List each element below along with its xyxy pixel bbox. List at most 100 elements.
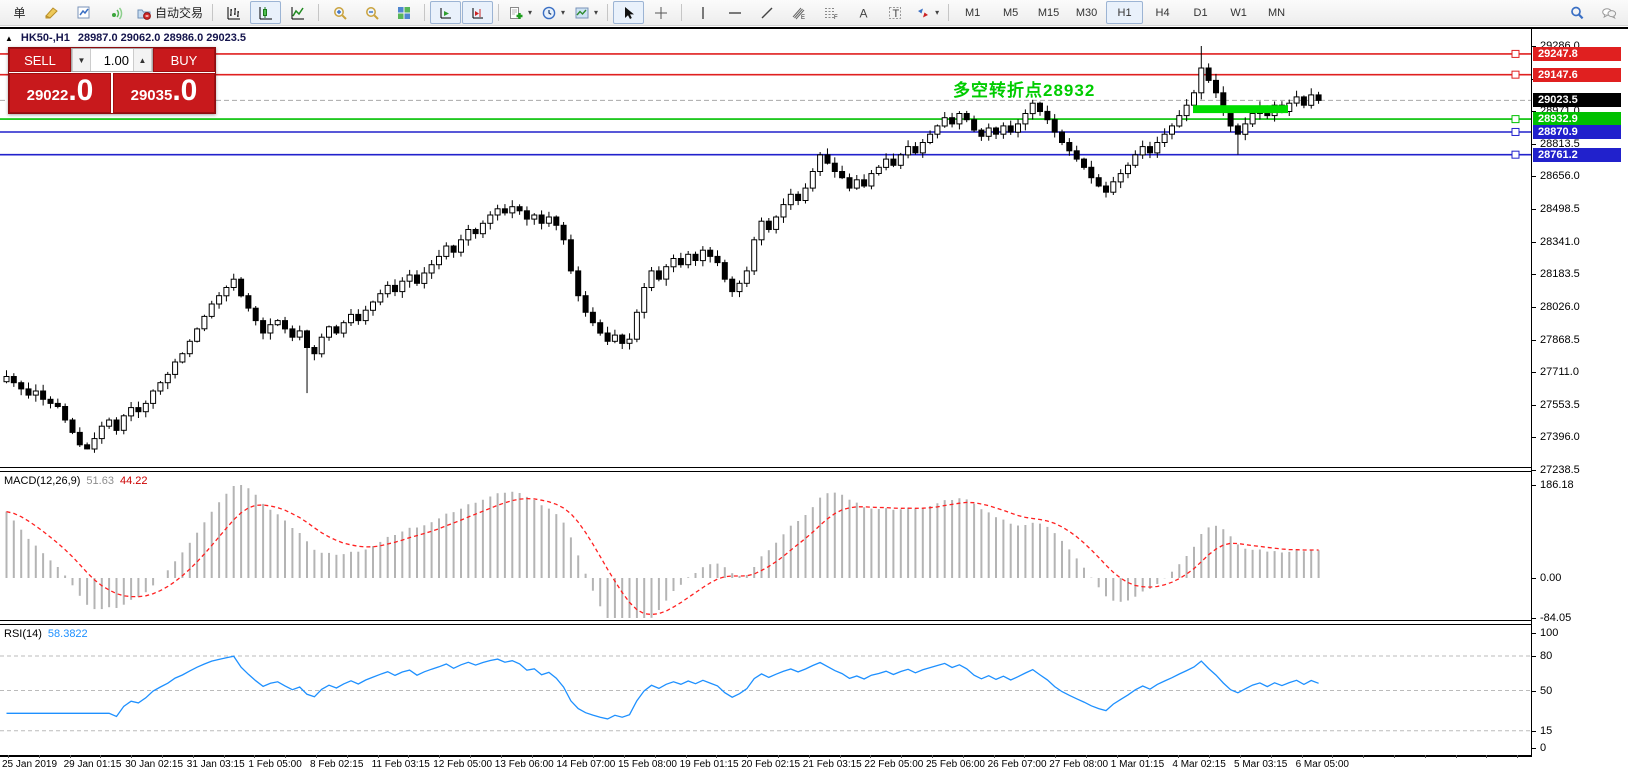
time-axis-label: 15 Feb 08:00 bbox=[618, 759, 677, 770]
dropdown-caret-icon[interactable]: ▾ bbox=[935, 8, 940, 17]
vertical-line-button[interactable] bbox=[687, 1, 718, 24]
sell-price[interactable]: 29022 .0 bbox=[9, 73, 111, 113]
signal-button[interactable] bbox=[100, 1, 131, 24]
chart-frame-bottom bbox=[0, 755, 1628, 757]
pivot-annotation-text[interactable]: 多空转折点28932 bbox=[953, 81, 1096, 100]
arrows-icon bbox=[915, 5, 931, 21]
volume-input[interactable]: 1.00 bbox=[103, 52, 129, 68]
arrows-button[interactable]: ▾ bbox=[911, 1, 943, 24]
tf-mn-button[interactable]: MN bbox=[1268, 6, 1286, 19]
collapse-arrow-icon[interactable]: ▲ bbox=[5, 33, 13, 43]
volume-increase-button[interactable]: ▲ bbox=[133, 49, 152, 71]
text-label-button[interactable]: T bbox=[879, 1, 910, 24]
channel-button[interactable]: E bbox=[783, 1, 814, 24]
tile-icon bbox=[396, 5, 412, 21]
time-axis-label: 6 Mar 05:00 bbox=[1295, 759, 1349, 770]
template-button[interactable]: ▾ bbox=[570, 1, 602, 24]
period-button[interactable]: ▾ bbox=[537, 1, 569, 24]
axis-tick-label: 0 bbox=[1540, 742, 1547, 754]
rsi-line bbox=[6, 655, 1319, 720]
chat-button[interactable] bbox=[1593, 1, 1624, 24]
axis-tick-label: 28656.0 bbox=[1540, 170, 1580, 183]
line-chart-button[interactable] bbox=[282, 1, 313, 24]
fibo-icon: F bbox=[823, 5, 839, 21]
textA-icon: A bbox=[855, 5, 871, 21]
autotrading-button[interactable]: 自动交易 bbox=[132, 1, 207, 24]
sell-button[interactable]: SELL bbox=[9, 48, 71, 72]
time-axis-label: 5 Mar 03:15 bbox=[1234, 759, 1288, 770]
toolbar: 单 自动交易 ▾ ▾ ▾ E F A T ▾ M1 M5 M15 M30 H1 H4 D1 W1 MN bbox=[0, 0, 1628, 26]
eraser-button[interactable] bbox=[36, 1, 67, 24]
axis-tick-label: 27396.0 bbox=[1540, 431, 1580, 444]
time-axis-label: 4 Mar 02:15 bbox=[1172, 759, 1226, 770]
time-axis-label: 26 Feb 07:00 bbox=[987, 759, 1047, 770]
time-axis-label: 25 Feb 06:00 bbox=[926, 759, 985, 770]
tf-h4-button[interactable]: H4 bbox=[1155, 6, 1170, 19]
volume-decrease-button[interactable]: ▼ bbox=[72, 49, 91, 71]
candle-chart-button[interactable] bbox=[250, 1, 282, 24]
cursor-button[interactable] bbox=[613, 1, 645, 24]
macd-indicator-chart[interactable] bbox=[0, 472, 1531, 620]
axis-tick-label: 100 bbox=[1540, 627, 1559, 639]
search-button[interactable] bbox=[1561, 1, 1592, 24]
hline-handle bbox=[1511, 115, 1520, 124]
autoscroll-button[interactable] bbox=[430, 1, 462, 24]
price-axis[interactable]: 29286.029128.528971.028813.528656.028498… bbox=[1531, 29, 1628, 757]
dropdown-caret-icon[interactable]: ▾ bbox=[594, 8, 599, 17]
price-line-badge: 28761.2 bbox=[1533, 147, 1621, 162]
price-line-badge: 28870.9 bbox=[1533, 124, 1621, 139]
axis-tick-label: 80 bbox=[1540, 650, 1553, 662]
chat-icon bbox=[1601, 5, 1617, 21]
new-order-button[interactable]: ▾ bbox=[504, 1, 536, 24]
horizontal-line-button[interactable] bbox=[719, 1, 750, 24]
rsi-label: RSI(14) 58.3822 bbox=[4, 628, 88, 640]
trendline-button[interactable] bbox=[751, 1, 782, 24]
autoscroll-icon bbox=[438, 5, 454, 21]
tf-m30-button[interactable]: M30 bbox=[1075, 6, 1098, 19]
zoomout-icon bbox=[364, 5, 380, 21]
rsi-indicator-chart[interactable] bbox=[0, 625, 1531, 755]
time-axis-label: 20 Feb 02:15 bbox=[741, 759, 801, 770]
buy-button[interactable]: BUY bbox=[153, 48, 215, 72]
buy-price[interactable]: 29035 .0 bbox=[113, 73, 215, 113]
dropdown-caret-icon[interactable]: ▾ bbox=[561, 8, 566, 17]
tf-d1-button[interactable]: D1 bbox=[1193, 6, 1208, 19]
dropdown-caret-icon[interactable]: ▾ bbox=[528, 8, 533, 17]
symbol-period-label: HK50-,H1 bbox=[20, 32, 70, 44]
chart-shift-button[interactable] bbox=[462, 1, 494, 24]
tf-m5-button[interactable]: M5 bbox=[1002, 6, 1019, 19]
signal-icon bbox=[108, 5, 124, 21]
svg-text:F: F bbox=[834, 15, 838, 21]
hline-handle bbox=[1511, 70, 1520, 79]
price-line-badge: 29247.8 bbox=[1533, 46, 1621, 61]
rsi-separator[interactable] bbox=[0, 620, 1531, 625]
new-chart-button[interactable] bbox=[68, 1, 99, 24]
time-axis[interactable]: 25 Jan 2019 29 Jan 01:15 30 Jan 02:15 31 Ja… bbox=[0, 755, 1628, 775]
tf-h1-button[interactable]: H1 bbox=[1106, 1, 1144, 24]
tf-w1-button[interactable]: W1 bbox=[1230, 6, 1247, 19]
tf-m15-button[interactable]: M15 bbox=[1037, 6, 1060, 19]
zoom-in-button[interactable] bbox=[324, 1, 355, 24]
autotrade-icon bbox=[136, 5, 152, 21]
crosshair-button[interactable] bbox=[645, 1, 676, 24]
bar-chart-button[interactable] bbox=[218, 1, 249, 24]
time-axis-label: 1 Feb 05:00 bbox=[248, 759, 302, 770]
candles-icon bbox=[258, 5, 274, 21]
ohlc-values-label: 28987.0 29062.0 28986.0 29023.5 bbox=[77, 32, 247, 44]
order-partial-button[interactable]: 单 bbox=[13, 6, 26, 20]
hline-handle bbox=[1511, 150, 1520, 159]
bars-icon bbox=[226, 5, 242, 21]
hline-handle bbox=[1511, 49, 1520, 58]
fibonacci-button[interactable]: F bbox=[815, 1, 846, 24]
price-line-badge: 28932.9 bbox=[1533, 112, 1621, 127]
crosshair-icon bbox=[653, 5, 669, 21]
macd-separator[interactable] bbox=[0, 467, 1531, 472]
text-button[interactable]: A bbox=[847, 1, 878, 24]
tf-m1-button[interactable]: M1 bbox=[964, 6, 981, 19]
tile-windows-button[interactable] bbox=[388, 1, 419, 24]
zoom-out-button[interactable] bbox=[356, 1, 387, 24]
toolbar-separator bbox=[424, 4, 426, 21]
newchart-icon bbox=[76, 5, 92, 21]
candlestick-chart[interactable] bbox=[0, 29, 1531, 467]
